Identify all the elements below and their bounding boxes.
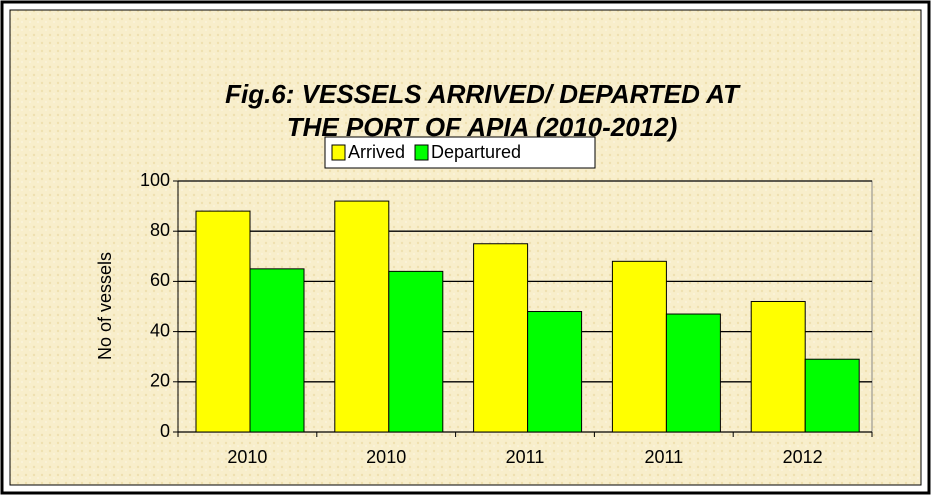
bar	[804, 358, 860, 433]
legend-swatch	[414, 144, 429, 161]
bar	[249, 268, 305, 433]
y-tick-label: 0	[160, 421, 170, 441]
y-tick-label: 60	[150, 270, 170, 290]
x-tick-label: 2010	[366, 447, 406, 467]
bar	[750, 300, 806, 433]
y-tick-label: 80	[150, 220, 170, 240]
x-tick-label: 2011	[644, 447, 683, 467]
y-tick-label: 100	[140, 170, 170, 190]
legend-swatch	[331, 144, 346, 161]
legend-label: Departured	[431, 142, 521, 162]
bar	[334, 200, 390, 433]
chart-title: Fig.6: VESSELS ARRIVED/ DEPARTED AT	[225, 79, 741, 109]
legend-label: Arrived	[348, 142, 405, 162]
bar	[611, 260, 667, 433]
bar	[388, 270, 444, 433]
y-tick-label: 20	[150, 371, 170, 391]
bar	[195, 210, 251, 433]
y-axis-label: No of vessels	[95, 252, 115, 360]
x-tick-label: 2011	[506, 447, 545, 467]
legend-box	[324, 136, 596, 169]
x-tick-label: 2010	[227, 447, 267, 467]
bar	[665, 313, 721, 433]
bar	[473, 243, 529, 433]
x-tick-label: 2012	[783, 447, 823, 467]
y-tick-label: 40	[150, 320, 170, 340]
bar	[527, 311, 583, 433]
